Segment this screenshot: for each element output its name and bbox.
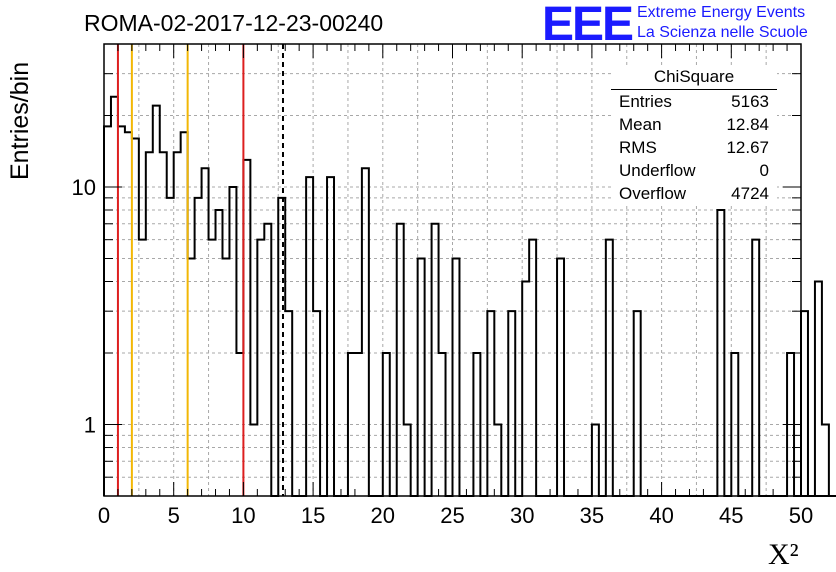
x-tick-label: 15	[301, 503, 325, 528]
stats-row-mean: Mean 12.84	[611, 113, 777, 136]
stats-value: 12.84	[726, 115, 769, 134]
x-axis-label: Χ²	[768, 538, 799, 571]
x-tick-label: 20	[371, 503, 395, 528]
stats-label: Mean	[619, 115, 662, 134]
x-tick-label: 40	[649, 503, 673, 528]
y-tick-label: 10	[72, 175, 96, 200]
stats-row-overflow: Overflow 4724	[611, 182, 777, 205]
x-tick-label: 10	[231, 503, 255, 528]
stats-value: 5163	[731, 92, 769, 111]
stats-label: Overflow	[619, 184, 687, 203]
chart-title: ROMA-02-2017-12-23-00240	[84, 10, 384, 36]
logo-tagline-2: La Scienza nelle Scuole	[637, 24, 808, 41]
x-tick-label: 45	[719, 503, 743, 528]
stats-row-underflow: Underflow 0	[611, 159, 777, 182]
eee-logo: EEE	[542, 0, 634, 51]
stats-title: ChiSquare	[611, 66, 777, 90]
stats-value: 4724	[731, 184, 769, 203]
stats-label: Underflow	[619, 161, 696, 180]
stats-value: 0	[759, 161, 769, 180]
stats-value: 12.67	[726, 138, 769, 157]
stats-row-rms: RMS 12.67	[611, 136, 777, 159]
x-tick-label: 35	[580, 503, 604, 528]
x-tick-label: 0	[98, 503, 110, 528]
stats-row-entries: Entries 5163	[611, 90, 777, 113]
stats-label: Entries	[619, 92, 672, 111]
y-tick-label: 1	[84, 413, 96, 438]
stats-label: RMS	[619, 138, 657, 157]
x-tick-label: 25	[440, 503, 464, 528]
stats-box: ChiSquare Entries 5163 Mean 12.84 RMS 12…	[611, 66, 777, 205]
x-tick-label: 50	[789, 503, 813, 528]
x-tick-label: 30	[510, 503, 534, 528]
logo-tagline-1: Extreme Energy Events	[637, 4, 806, 21]
x-tick-label: 5	[168, 503, 180, 528]
